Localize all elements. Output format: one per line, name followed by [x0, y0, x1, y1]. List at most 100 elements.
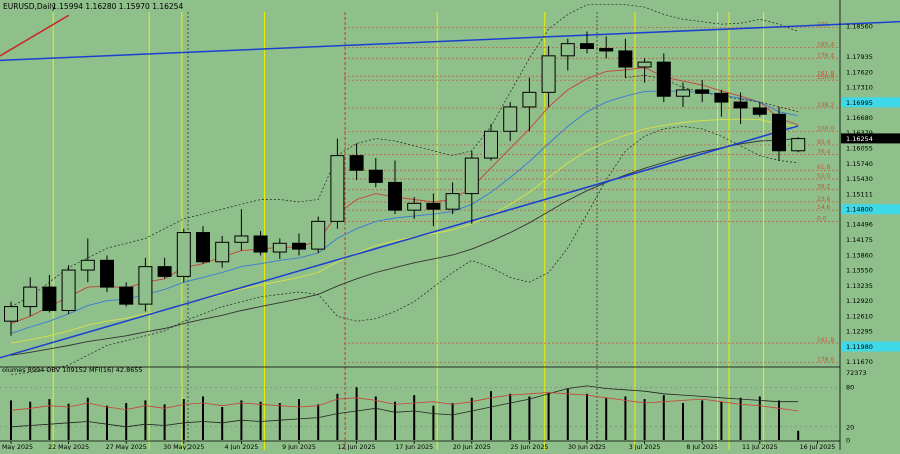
price-tick-5: 1.16680: [846, 114, 873, 122]
candle-body-36: [695, 89, 710, 94]
price-tick-17: 1.12920: [846, 297, 873, 305]
indicator-header: olumes 8994 OBV 109152 MFI(16) 42.8655: [2, 366, 143, 374]
trendline-red-ray: [0, 14, 69, 57]
candle-body-2: [42, 286, 57, 311]
candle-body-31: [599, 48, 614, 52]
date-label-1: 22 May 2025: [48, 444, 89, 450]
fib-label-6: 100.0: [817, 125, 834, 132]
candle-body-26: [503, 106, 518, 132]
fib-label-8: 76.4: [817, 149, 831, 156]
fib-label-9: 61.8: [817, 164, 831, 171]
candle-body-27: [522, 91, 537, 108]
fib-label-10: 50.0: [817, 173, 831, 180]
price-tick-10: 1.15111: [846, 191, 873, 199]
band-mid-line: [625, 74, 799, 113]
price-tick-3: 1.17310: [846, 83, 873, 91]
date-label-11: 3 Jul 2025: [629, 444, 661, 450]
fib-label-13: 14.6: [817, 204, 831, 211]
chart-quote: 1.15994 1.16280 1.15970 1.16254: [52, 2, 183, 11]
candle-body-41: [791, 138, 806, 152]
level-badge-1: 1.14800: [846, 206, 873, 214]
candle-body-13: [253, 235, 268, 253]
candle-body-37: [714, 92, 729, 103]
fib-label-16: 178.6: [817, 357, 834, 364]
candle-body-28: [541, 55, 556, 93]
price-tick-7: 1.16055: [846, 145, 873, 153]
price-tick-0: 1.18560: [846, 23, 873, 31]
date-label-13: 11 Jul 2025: [742, 444, 778, 450]
date-axis: May 2025 22 May 2025 27 May 2025 30 May 202…: [0, 440, 840, 451]
date-label-8: 20 Jun 2025: [453, 444, 491, 450]
candle-body-3: [61, 269, 76, 311]
mfi-tick-2: 0: [846, 437, 850, 445]
price-tick-8: 1.15740: [846, 160, 873, 168]
volume-max-label: 72373: [846, 369, 867, 377]
current-price-bg: [841, 133, 900, 144]
candle-body-5: [100, 259, 114, 288]
candle-body-14: [272, 242, 287, 253]
volume-panel: 80 20 0 72373: [0, 366, 867, 445]
candle-body-24: [464, 157, 479, 195]
candle-body-4: [80, 259, 95, 271]
obv-line: [10, 385, 799, 428]
price-tick-13: 1.14175: [846, 236, 873, 244]
fib-label-4: 150.0: [817, 74, 834, 81]
fib-label-12: 23.6: [817, 196, 831, 203]
price-tick-9: 1.15430: [846, 175, 873, 183]
date-label-2: 27 May 2025: [106, 444, 147, 450]
fib-label-1: 185.4: [817, 42, 834, 49]
candle-body-23: [445, 193, 460, 210]
date-label-9: 25 Jun 2025: [510, 444, 548, 450]
candle-body-12: [234, 235, 249, 243]
candle-body-7: [138, 266, 153, 305]
candle-body-0: [4, 306, 18, 322]
mfi-line: [10, 392, 799, 412]
price-tick-18: 1.12610: [846, 312, 873, 320]
price-tick-12: 1.14496: [846, 220, 873, 228]
candle-body-19: [368, 169, 383, 183]
level-badge-2: 1.11980: [846, 343, 873, 351]
candle-body-15: [292, 242, 306, 250]
candle-body-10: [196, 232, 210, 263]
level-badge-bg-2: [841, 341, 900, 352]
fib-label-7: 85.4: [817, 139, 831, 146]
mfi-tick-0: 80: [846, 384, 854, 392]
fib-label-5: 138.2: [817, 102, 834, 109]
ma-black-line: [10, 138, 799, 356]
candle-body-17: [330, 155, 345, 222]
date-label-3: 30 May 2025: [163, 444, 204, 450]
candle-body-25: [484, 130, 498, 159]
price-tick-14: 1.13860: [846, 251, 873, 259]
current-price-label: 1.16254: [846, 135, 873, 143]
level-badge-0: 1.16995: [846, 99, 873, 107]
candle-body-40: [772, 113, 786, 152]
date-label-7: 17 Jun 2025: [395, 444, 433, 450]
fib-label-15: 161.8: [817, 337, 834, 344]
trendlines: [0, 14, 900, 359]
candle-body-35: [676, 89, 690, 97]
candle-body-22: [426, 202, 441, 210]
fib-label-2: 176.4: [817, 52, 834, 59]
candle-body-1: [23, 286, 38, 308]
price-tick-19: 1.12295: [846, 328, 873, 336]
candle-body-9: [176, 232, 191, 277]
date-label-4: 4 Jun 2025: [224, 444, 258, 450]
price-tick-1: 1.17935: [846, 53, 873, 61]
candle-body-32: [618, 50, 633, 68]
level-badge-bg-1: [841, 204, 900, 215]
fib-label-11: 38.2: [817, 184, 831, 191]
price-tick-2: 1.17620: [846, 68, 873, 76]
candle-body-39: [752, 107, 767, 115]
date-label-14: 16 Jul 2025: [800, 444, 836, 450]
fib-label-3: 161.8: [817, 70, 834, 77]
date-label-12: 8 Jul 2025: [686, 444, 718, 450]
candle-body-16: [311, 220, 326, 250]
chart-symbol: EURUSD,Daily: [3, 2, 56, 11]
fib-label-14: 0.0: [817, 215, 827, 222]
price-tick-16: 1.13235: [846, 282, 873, 290]
candle-body-34: [656, 61, 671, 97]
candle-body-29: [560, 43, 575, 57]
